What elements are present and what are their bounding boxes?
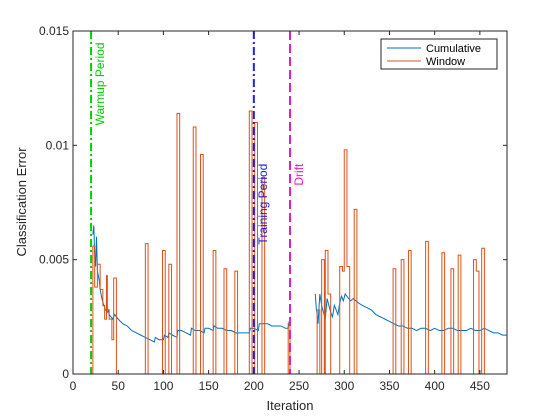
y-tick-label: 0.01 [46, 138, 70, 152]
marker-label-warmup-period: Warmup Period [93, 42, 107, 125]
marker-label-training-period: Training Period [256, 164, 270, 245]
x-tick-label: 450 [470, 379, 490, 393]
x-tick-label: 200 [244, 379, 264, 393]
series-line-cumulative-1 [314, 292, 507, 336]
x-tick-label: 50 [112, 379, 126, 393]
x-tick-label: 400 [425, 379, 445, 393]
y-tick-label: 0.005 [39, 253, 69, 267]
x-tick-label: 0 [70, 379, 77, 393]
marker-label-drift: Drift [292, 163, 306, 186]
x-tick-label: 300 [334, 379, 354, 393]
y-axis-label: Classification Error [14, 147, 29, 257]
legend-box [380, 38, 498, 70]
y-tick-label: 0 [62, 367, 69, 381]
plot-area: Warmup Period Training Period Drift 0 50 100 1… [39, 24, 508, 393]
x-axis-label: Iteration [267, 398, 314, 413]
x-tick-label: 250 [289, 379, 309, 393]
x-tick-label: 350 [379, 379, 399, 393]
legend-entry-cumulative: Cumulative [426, 43, 481, 55]
x-tick-label: 150 [199, 379, 219, 393]
x-tick-label: 100 [153, 379, 173, 393]
axes-box [72, 30, 508, 375]
series-line-window-2 [92, 110, 485, 374]
y-tick-label: 0.015 [39, 24, 69, 38]
legend-entry-window: Window [426, 56, 465, 68]
